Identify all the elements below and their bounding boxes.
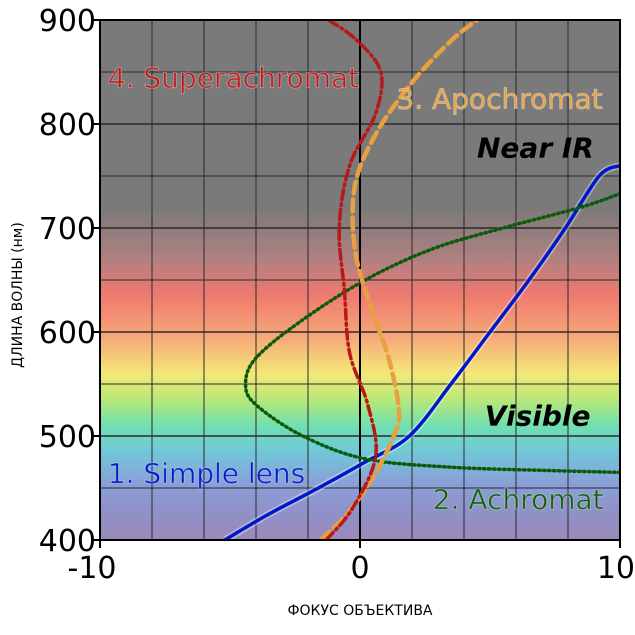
axis-ticks <box>92 19 621 548</box>
region-label: Near IR <box>477 131 594 164</box>
region-labels: Visible Near IR <box>477 131 594 432</box>
y-tick-label: 800 <box>39 108 96 143</box>
series-line-2-achromat <box>243 191 620 475</box>
plot-frame <box>99 19 621 541</box>
region-label: Visible <box>485 400 591 433</box>
y-tick-label: 700 <box>39 212 96 247</box>
x-tick-label: 0 <box>350 551 369 586</box>
x-tick-label: 10 <box>597 551 635 586</box>
x-axis-title: ФОКУС ОБЪЕКТИВА <box>287 603 432 619</box>
series-lines <box>223 20 620 540</box>
y-tick-label: 900 <box>39 4 96 39</box>
series-label: 1. Simple lens <box>108 457 305 490</box>
series-line-3-apochromat <box>318 20 480 540</box>
x-tick-label: -10 <box>68 551 117 586</box>
series-label: 4. Superachromat <box>108 62 359 95</box>
y-tick-label: 400 <box>39 524 96 559</box>
x-tick-labels: -10 0 10 <box>68 551 635 586</box>
series-line-4-superachromat <box>324 20 384 540</box>
y-axis-title: ДЛИНА ВОЛНЫ (нм) <box>10 222 26 368</box>
series-label: 2. Achromat <box>433 483 604 516</box>
y-tick-labels: 400 500 600 700 800 900 <box>39 4 96 559</box>
y-tick-label: 500 <box>39 420 96 455</box>
y-tick-label: 600 <box>39 316 96 351</box>
series-line-1-simple-lens <box>223 163 620 540</box>
series-labels: 1. Simple lens 2. Achromat 3. Apochromat 4.… <box>107 61 604 516</box>
series-label: 3. Apochromat <box>396 82 602 115</box>
